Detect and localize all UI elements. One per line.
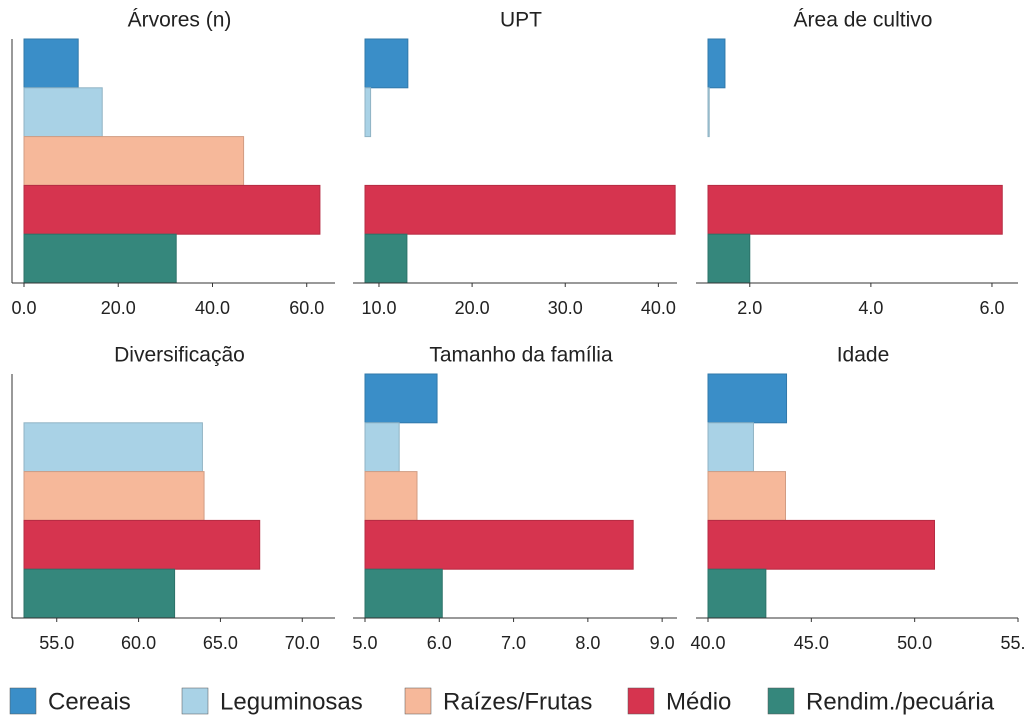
bar-fill xyxy=(24,520,260,569)
x-tick-label: 30.0 xyxy=(548,298,583,318)
bar-fill xyxy=(708,185,1002,234)
x-tick-label: 70.0 xyxy=(285,633,320,653)
panel-title: Diversificação xyxy=(114,344,245,367)
legend-label: Leguminosas xyxy=(220,688,363,715)
bar-fill xyxy=(708,520,935,569)
x-tick-label: 20.0 xyxy=(455,298,490,318)
x-tick-label: 45.0 xyxy=(794,633,829,653)
panel-title: Área de cultivo xyxy=(794,9,933,32)
bar-fill xyxy=(24,472,204,520)
legend-label: Rendim./pecuária xyxy=(806,688,995,715)
legend-label: Médio xyxy=(666,688,731,715)
x-tick-label: 9.0 xyxy=(650,633,675,653)
bar-fill xyxy=(708,39,725,88)
x-tick-label: 50.0 xyxy=(897,633,932,653)
x-tick-label: 7.0 xyxy=(501,633,526,653)
panel-title: Tamanho da família xyxy=(429,344,613,367)
bar-fill xyxy=(365,569,442,618)
legend-label: Raízes/Frutas xyxy=(443,688,592,715)
x-tick-label: 5.0 xyxy=(352,633,377,653)
x-tick-label: 0.0 xyxy=(11,298,36,318)
x-tick-label: 6.0 xyxy=(979,298,1004,318)
panel-title: Árvores (n) xyxy=(128,9,232,32)
x-tick-label: 55.0 xyxy=(39,633,74,653)
legend-swatch xyxy=(181,687,209,715)
bar-fill xyxy=(365,234,407,283)
x-tick-label: 4.0 xyxy=(858,298,883,318)
bar-fill xyxy=(365,423,399,472)
x-tick-label: 40.0 xyxy=(641,298,676,318)
legend-swatch xyxy=(404,687,432,715)
bar-fill xyxy=(24,185,320,234)
bar-fill xyxy=(365,520,633,569)
x-tick-label: 60.0 xyxy=(289,298,324,318)
bar-fill xyxy=(24,569,175,618)
bar-fill xyxy=(708,423,753,472)
bar-fill xyxy=(708,234,750,283)
x-tick-label: 6.0 xyxy=(427,633,452,653)
panel-title: Idade xyxy=(837,344,890,367)
panel-title: UPT xyxy=(500,9,542,32)
x-tick-label: 60.0 xyxy=(121,633,156,653)
bar-fill xyxy=(365,472,417,520)
legend-label: Cereais xyxy=(48,688,131,715)
bar-fill xyxy=(24,137,244,185)
bar-fill xyxy=(24,39,78,88)
x-tick-label: 40.0 xyxy=(690,633,725,653)
bar-fill xyxy=(708,374,787,423)
bar-fill xyxy=(24,88,102,137)
bar-fill xyxy=(365,88,371,137)
bar-fill xyxy=(24,423,202,472)
bar-fill xyxy=(24,234,176,283)
x-tick-label: 10.0 xyxy=(361,298,396,318)
bar-fill xyxy=(708,569,766,618)
x-tick-label: 2.0 xyxy=(737,298,762,318)
x-tick-label: 20.0 xyxy=(101,298,136,318)
x-tick-label: 8.0 xyxy=(575,633,600,653)
bar-fill xyxy=(365,185,675,234)
legend-swatch xyxy=(767,687,795,715)
bar-fill xyxy=(365,39,408,88)
bar-fill xyxy=(365,374,437,423)
legend-swatch xyxy=(9,687,37,715)
x-tick-label: 55.0 xyxy=(1000,633,1025,653)
bar-fill xyxy=(708,472,785,520)
legend-swatch xyxy=(627,687,655,715)
x-tick-label: 65.0 xyxy=(203,633,238,653)
x-tick-label: 40.0 xyxy=(195,298,230,318)
